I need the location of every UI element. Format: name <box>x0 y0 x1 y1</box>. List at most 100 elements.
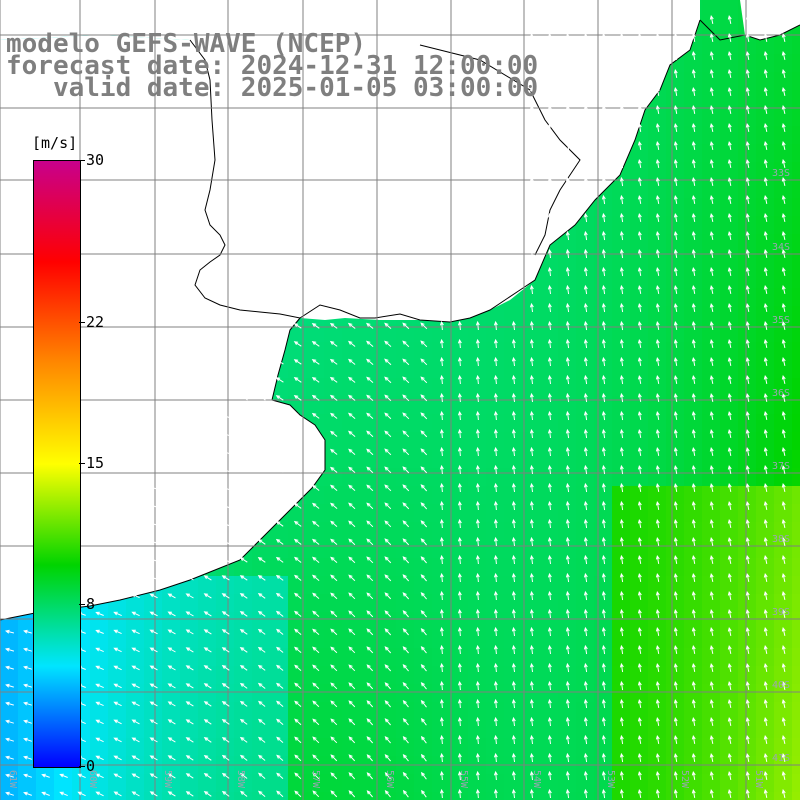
wind-arrow <box>709 320 714 331</box>
field-cell <box>648 234 666 252</box>
wind-arrow <box>457 500 462 511</box>
wind-arrow <box>655 644 660 654</box>
wind-arrow <box>547 338 552 349</box>
latitude-label: 37S <box>772 461 790 472</box>
wind-arrow <box>781 140 786 151</box>
field-cell <box>270 594 288 612</box>
field-cell <box>666 522 684 540</box>
wind-arrow <box>781 86 786 97</box>
field-cell <box>630 594 648 612</box>
field-cell <box>288 558 306 576</box>
field-cell <box>306 792 324 800</box>
field-cell <box>648 666 666 684</box>
wind-arrow <box>239 539 248 545</box>
field-cell <box>756 198 774 216</box>
field-cell <box>540 558 558 576</box>
field-cell <box>468 576 486 594</box>
wind-arrow <box>312 646 320 654</box>
field-cell <box>450 666 468 684</box>
wind-arrow <box>203 719 212 725</box>
field-cell <box>144 738 162 756</box>
wind-arrow <box>257 772 266 779</box>
wind-arrow <box>709 770 714 781</box>
wind-arrow <box>601 662 606 673</box>
wind-arrow <box>619 698 624 709</box>
wind-arrow <box>745 554 750 565</box>
field-cell <box>540 630 558 648</box>
field-cell <box>450 360 468 378</box>
field-cell <box>702 252 720 270</box>
wind-arrow <box>312 700 320 708</box>
field-cell <box>540 486 558 504</box>
wind-arrow <box>131 683 140 689</box>
field-cell <box>0 666 18 684</box>
wind-arrow <box>131 737 140 743</box>
field-cell <box>738 180 756 198</box>
wind-arrow <box>149 773 158 779</box>
field-cell <box>648 414 666 432</box>
wind-arrow <box>366 736 374 744</box>
wind-arrow <box>565 608 570 619</box>
wind-arrow <box>709 482 714 493</box>
field-cell <box>540 648 558 666</box>
field-cell <box>666 126 684 144</box>
wind-arrow <box>673 590 678 600</box>
wind-arrow <box>691 752 696 762</box>
wind-arrow <box>529 356 534 367</box>
field-cell <box>486 486 504 504</box>
field-cell <box>792 288 800 306</box>
wind-arrow <box>781 122 786 133</box>
wind-arrow <box>565 410 570 421</box>
field-cell <box>774 36 792 54</box>
field-cell <box>378 414 396 432</box>
field-cell <box>342 720 360 738</box>
wind-arrow <box>709 122 714 133</box>
wind-arrow <box>601 266 606 277</box>
wind-arrow <box>583 554 588 565</box>
wind-arrow <box>673 446 678 456</box>
field-cell <box>468 630 486 648</box>
wind-arrow <box>547 734 552 745</box>
field-cell <box>342 576 360 594</box>
field-cell <box>450 702 468 720</box>
wind-arrow <box>529 86 534 97</box>
field-cell <box>558 630 576 648</box>
wind-arrow <box>330 754 338 762</box>
wind-arrow <box>529 482 534 493</box>
field-cell <box>522 486 540 504</box>
field-cell <box>414 558 432 576</box>
wind-arrow <box>727 788 732 799</box>
field-cell <box>540 522 558 540</box>
wind-arrow <box>565 194 570 205</box>
field-cell <box>468 324 486 342</box>
wind-arrow <box>493 446 498 457</box>
field-cell <box>630 702 648 720</box>
latitude-label: 34S <box>772 242 790 253</box>
wind-arrow <box>763 752 768 763</box>
wind-arrow <box>77 773 86 779</box>
wind-arrow <box>185 449 194 455</box>
wind-arrow <box>221 629 230 635</box>
wind-arrow <box>745 284 750 295</box>
field-cell <box>270 576 288 594</box>
wind-arrow <box>421 789 427 798</box>
field-cell <box>414 702 432 720</box>
wind-arrow <box>131 719 140 725</box>
wind-arrow <box>275 377 284 383</box>
wind-arrow <box>257 503 266 509</box>
wind-arrow <box>257 628 266 635</box>
field-cell <box>630 270 648 288</box>
wind-arrow <box>601 410 606 421</box>
wind-arrow <box>221 665 230 671</box>
wind-arrow <box>727 554 732 565</box>
wind-arrow <box>781 212 786 223</box>
wind-arrow <box>384 718 391 726</box>
wind-arrow <box>330 772 338 780</box>
field-cell <box>666 594 684 612</box>
wind-arrow <box>673 248 678 258</box>
field-cell <box>90 666 108 684</box>
wind-arrow <box>601 716 606 727</box>
field-cell <box>522 666 540 684</box>
field-cell <box>144 774 162 792</box>
wind-arrow <box>583 410 588 421</box>
